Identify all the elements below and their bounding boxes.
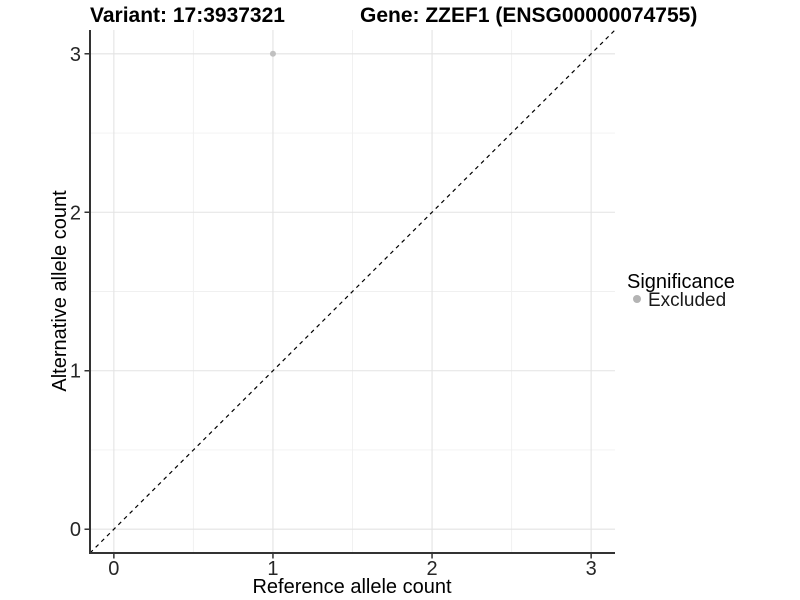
x-axis-tick-label: 1 (267, 558, 278, 580)
identity-reference-line (89, 29, 616, 554)
y-axis-tick-label: 2 (70, 202, 81, 224)
legend-key-excluded-icon (633, 295, 641, 303)
x-axis-title: Reference allele count (252, 576, 451, 598)
y-axis: 0 1 2 3 Alternative allele count (49, 30, 91, 554)
plot-title-variant: Variant: 17:3937321 (90, 4, 285, 27)
legend-label-excluded: Excluded (648, 290, 726, 311)
y-axis-title: Alternative allele count (49, 190, 71, 392)
x-axis-tick-label: 3 (586, 558, 597, 580)
data-points (269, 50, 276, 57)
y-axis-tick-label: 1 (70, 361, 81, 383)
legend: Significance Excluded (627, 271, 735, 311)
x-axis-tick-label: 2 (426, 558, 437, 580)
y-axis-tick-label: 3 (70, 44, 81, 66)
plot-title-gene: Gene: ZZEF1 (ENSG00000074755) (360, 4, 697, 27)
x-axis-tick-label: 0 (108, 558, 119, 580)
data-point-excluded (269, 50, 276, 57)
x-axis-tick-labels: 0 1 2 3 (108, 558, 596, 580)
y-axis-tick-label: 0 (70, 519, 81, 541)
legend-title: Significance (627, 271, 735, 293)
grid-major (90, 30, 615, 553)
plot-title: Variant: 17:3937321 Gene: ZZEF1 (ENSG000… (90, 4, 697, 27)
x-axis-ticks (113, 553, 592, 559)
y-axis-ticks (84, 53, 90, 530)
y-axis-tick-labels: 0 1 2 3 (70, 44, 81, 541)
x-axis: 0 1 2 3 Reference allele count (89, 552, 615, 598)
